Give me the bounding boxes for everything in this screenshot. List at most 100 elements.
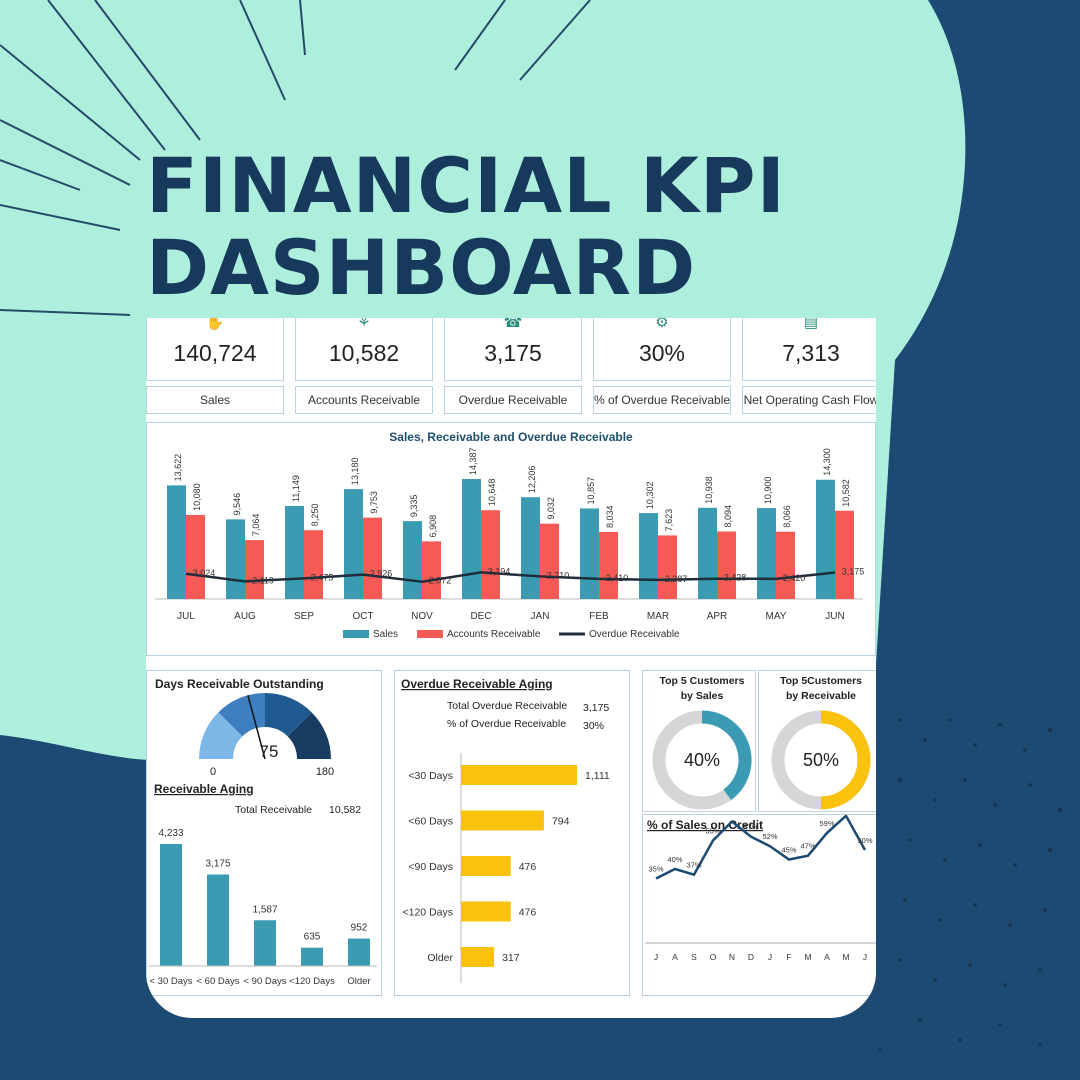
x-tick-label: AUG [234,611,256,622]
credit-line [655,813,867,880]
overdue-summary-value: 30% [583,720,604,732]
x-tick-label: JUN [825,611,844,622]
sales-data-label: 12,206 [527,466,537,494]
credit-x-label: S [691,952,697,962]
donut-title-line: by Receivable [786,690,856,702]
aging-bar [301,947,323,966]
credit-x-label: J [863,952,867,962]
x-tick-label: DEC [470,611,491,622]
x-tick-label: NOV [411,611,433,622]
aging-bar [207,874,229,966]
kpi-card: ⚘ 10,582 [295,318,433,381]
gauge-segment [287,712,331,759]
x-tick-label: MAY [766,611,787,622]
aging-x-label: < 30 Days [149,976,192,987]
sales-bar [285,506,304,599]
money-hand-icon: ✋ [205,318,225,331]
overdue-y-label: <90 Days [408,861,453,873]
legend-swatch-receivable [417,630,443,638]
x-tick-label: MAR [647,611,669,622]
legend-label-receivable: Accounts Receivable [447,629,541,640]
receivable-bar [245,540,264,599]
receivable-bar [186,514,205,599]
sales-data-label: 13,180 [350,458,360,486]
x-tick-label: SEP [294,611,314,622]
overdue-data-label: 2,926 [370,569,393,579]
overdue-data-label: 2,287 [665,574,688,584]
receivable-bar [422,541,441,599]
overdue-summary-label: % of Overdue Receivable [447,718,566,730]
donut-value: 40% [684,750,720,770]
credit-x-label: A [672,952,678,962]
kpi-card: ▤ 7,313 [742,318,876,381]
aging-bar [348,938,370,966]
overdue-data-label: 3,194 [488,566,511,576]
aging-x-label: <120 Days [289,976,335,987]
overdue-data-label: 3,024 [193,568,216,578]
overdue-data-label: 794 [552,816,570,828]
receivable-data-label: 8,066 [782,505,792,528]
credit-x-label: M [842,952,849,962]
legend-label-sales: Sales [373,629,398,640]
sales-data-label: 9,335 [409,495,419,518]
credit-data-label: 40% [667,855,682,864]
overdue-line [185,571,836,583]
sales-bar [757,508,776,599]
receivable-data-label: 7,064 [251,514,261,537]
sales-data-label: 10,302 [645,482,655,510]
credit-data-label: 55% [705,827,720,836]
sales-data-label: 10,900 [763,477,773,505]
overdue-bar [461,810,544,831]
main-chart-panel: Sales, Receivable and Overdue Receivable… [146,422,876,656]
overdue-aging-chart: Overdue Receivable Aging Total Overdue Re… [401,677,610,983]
kpi-card: ⚙ 30% [593,318,731,381]
receivable-bar [540,523,559,599]
credit-data-label: 37% [686,861,701,870]
cash-icon: ▤ [803,318,819,331]
receivable-aging-panel-chart: Days Receivable Outstanding 75 0 180 Receiva… [149,677,377,987]
gauge-segment [265,693,312,737]
credit-sales-panel: % of Sales on Credit 35% 40% 37% 55% 65% 57% 52… [642,802,876,996]
donut-slice [701,710,752,801]
aging-data-label: 635 [304,932,321,943]
credit-x-label: J [654,952,658,962]
donut-title-line: Top 5 Customers [660,675,745,687]
phone-money-icon: ☎ [503,318,523,331]
donut-title-line: Top 5Customers [780,675,862,687]
sales-bar [344,489,363,599]
kpi-label: Accounts Receivable [295,386,433,414]
credit-data-label: 65% [724,815,739,817]
gauge-segment [218,693,265,737]
gauge-needle [247,695,266,760]
kpi-value: 3,175 [484,340,542,366]
overdue-data-label: 2,710 [547,570,570,580]
gauge-segment [199,712,243,759]
sales-bar [167,485,186,599]
gauge-title: Days Receivable Outstanding [155,677,324,691]
chart-title: Sales, Receivable and Overdue Receivable [389,430,633,444]
sales-bar [226,519,245,599]
dro-panel: Days Receivable Outstanding 75 0 180 Receiva… [146,670,382,996]
aging-x-label: Older [347,976,370,987]
legend-swatch-sales [343,630,369,638]
receivable-data-label: 10,582 [841,479,851,507]
x-tick-label: APR [707,611,728,622]
top5-sales-panel: Top 5 Customers by Sales 40% [642,670,756,812]
gear-money-icon: ⚙ [655,318,669,331]
receivable-bar [481,510,500,599]
overdue-y-label: <60 Days [408,816,453,828]
overdue-data-label: 476 [519,907,537,919]
aging-data-label: 952 [351,923,368,934]
sales-bar [639,513,658,599]
receivable-aging-title: Receivable Aging [154,782,254,796]
dashboard-title-line-2: DASHBOARD [146,223,697,312]
overdue-y-label: <120 Days [403,907,454,919]
gauge-value: 75 [260,742,279,761]
kpi-card: ✋ 140,724 [146,318,284,381]
overdue-aging-title: Overdue Receivable Aging [401,677,553,691]
receivable-data-label: 8,250 [310,504,320,527]
sales-data-label: 10,938 [704,476,714,504]
overdue-data-label: 2,428 [724,573,747,583]
receivable-data-label: 10,648 [487,479,497,507]
receivable-bar [599,531,618,599]
